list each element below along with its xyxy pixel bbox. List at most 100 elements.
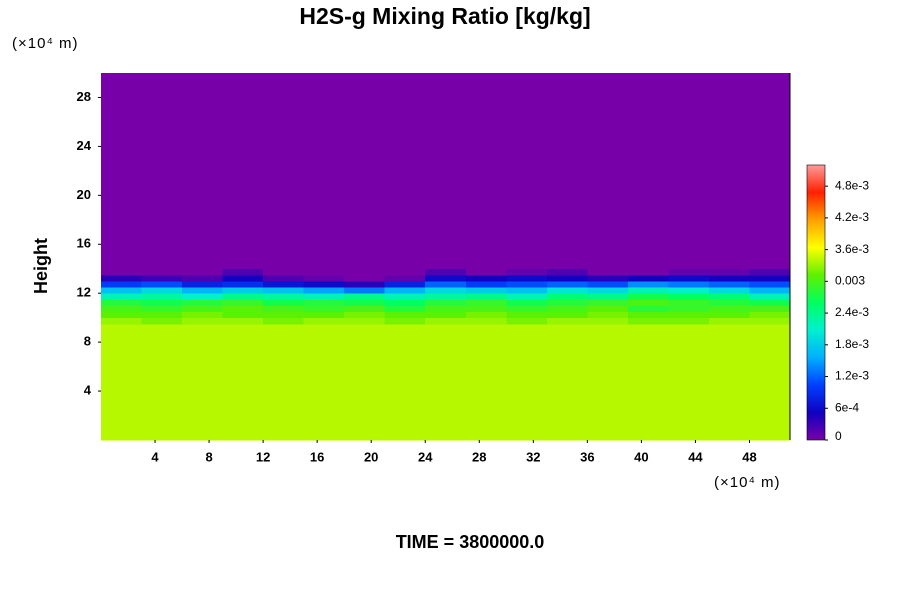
heatmap-cell	[668, 323, 710, 441]
heatmap-cell	[668, 317, 710, 325]
heatmap-cell	[506, 323, 548, 441]
heatmap-cell	[587, 268, 629, 276]
heatmap-cell	[627, 280, 669, 288]
heatmap-cell	[587, 305, 629, 313]
heatmap-cell	[263, 311, 305, 319]
heatmap-cell	[222, 287, 264, 294]
heatmap-cell	[101, 323, 143, 441]
heatmap-cell	[182, 311, 224, 319]
heatmap-cell	[425, 311, 467, 319]
heatmap-cell	[506, 73, 548, 270]
heatmap-cell	[222, 323, 264, 441]
y-tick-label: 28	[77, 89, 91, 104]
heatmap-cell	[708, 274, 750, 282]
heatmap-cell	[506, 274, 548, 282]
heatmap-cell	[384, 280, 426, 288]
heatmap-cell	[546, 293, 588, 300]
heatmap-cell	[303, 268, 345, 276]
heatmap-cell	[749, 293, 791, 300]
heatmap-cell	[182, 274, 224, 282]
heatmap-cell	[627, 317, 669, 325]
heatmap-cell	[384, 73, 426, 270]
heatmap-cell	[668, 73, 710, 270]
colorbar-tick-label: 1.2e-3	[835, 369, 869, 383]
heatmap-cell	[384, 274, 426, 282]
x-unit: (×10⁴ m)	[714, 474, 781, 491]
heatmap-cell	[627, 293, 669, 300]
heatmap-cell	[101, 305, 143, 313]
heatmap-cell	[101, 274, 143, 282]
heatmap-cell	[425, 274, 467, 282]
heatmap-cell	[425, 280, 467, 288]
heatmap-cell	[425, 268, 467, 276]
heatmap-cell	[465, 268, 507, 276]
heatmap-cell	[749, 280, 791, 288]
heatmap-cell	[141, 73, 183, 270]
footer: TIME = 3800000.0	[396, 532, 545, 552]
heatmap-cell	[627, 323, 669, 441]
heatmap-cell	[708, 287, 750, 294]
heatmap-cell	[425, 305, 467, 313]
heatmap-cell	[303, 280, 345, 288]
heatmap-cell	[668, 299, 710, 306]
heatmap-cell	[546, 317, 588, 325]
heatmap-cell	[465, 280, 507, 288]
x-tick-label: 32	[526, 449, 540, 464]
heatmap-cell	[344, 317, 386, 325]
heatmap-cell	[668, 274, 710, 282]
heatmap-cell	[344, 293, 386, 300]
heatmap-cell	[263, 73, 305, 270]
heatmap-cell	[384, 323, 426, 441]
heatmap-cell	[546, 287, 588, 294]
heatmap-cell	[668, 293, 710, 300]
heatmap-cell	[465, 323, 507, 441]
heatmap-cell	[141, 323, 183, 441]
heatmap-cell	[182, 293, 224, 300]
heatmap-cell	[303, 311, 345, 319]
x-tick-label: 24	[418, 449, 433, 464]
heatmap-cell	[344, 274, 386, 282]
heatmap-cell	[141, 268, 183, 276]
heatmap-cell	[425, 287, 467, 294]
heatmap-cell	[101, 73, 143, 270]
heatmap-cell	[627, 305, 669, 313]
heatmap-cell	[587, 280, 629, 288]
heatmap-cell	[668, 305, 710, 313]
heatmap-cell	[506, 305, 548, 313]
colorbar-tick-label: 3.6e-3	[835, 242, 869, 256]
heatmap-cell	[303, 274, 345, 282]
heatmap-cell	[141, 274, 183, 282]
heatmap-cell	[384, 311, 426, 319]
heatmap-cell	[425, 317, 467, 325]
heatmap-cell	[425, 293, 467, 300]
heatmap-cell	[587, 311, 629, 319]
heatmap-cell	[749, 73, 791, 270]
heatmap-cell	[708, 305, 750, 313]
heatmap-cell	[344, 268, 386, 276]
heatmap-cell	[668, 287, 710, 294]
x-tick-label: 48	[742, 449, 756, 464]
heatmap-cell	[587, 293, 629, 300]
heatmap-cell	[263, 287, 305, 294]
heatmap-cell	[303, 287, 345, 294]
heatmap-cell	[263, 317, 305, 325]
heatmap-cell	[344, 299, 386, 306]
heatmap-cell	[708, 311, 750, 319]
colorbar-tick-label: 1.8e-3	[835, 337, 869, 351]
heatmap-cell	[506, 311, 548, 319]
heatmap-cell	[182, 287, 224, 294]
heatmap-cell	[101, 280, 143, 288]
heatmap-cell	[506, 299, 548, 306]
heatmap-cell	[141, 280, 183, 288]
heatmap-cell	[222, 311, 264, 319]
heatmap-cell	[546, 280, 588, 288]
heatmap-cell	[546, 268, 588, 276]
colorbar-tick-label: 6e-4	[835, 400, 859, 414]
heatmap-cell	[182, 305, 224, 313]
heatmap-cell	[587, 317, 629, 325]
heatmap-cell	[465, 311, 507, 319]
heatmap-cell	[627, 287, 669, 294]
heatmap-cell	[141, 293, 183, 300]
x-tick-label: 4	[151, 449, 159, 464]
x-tick-label: 28	[472, 449, 486, 464]
